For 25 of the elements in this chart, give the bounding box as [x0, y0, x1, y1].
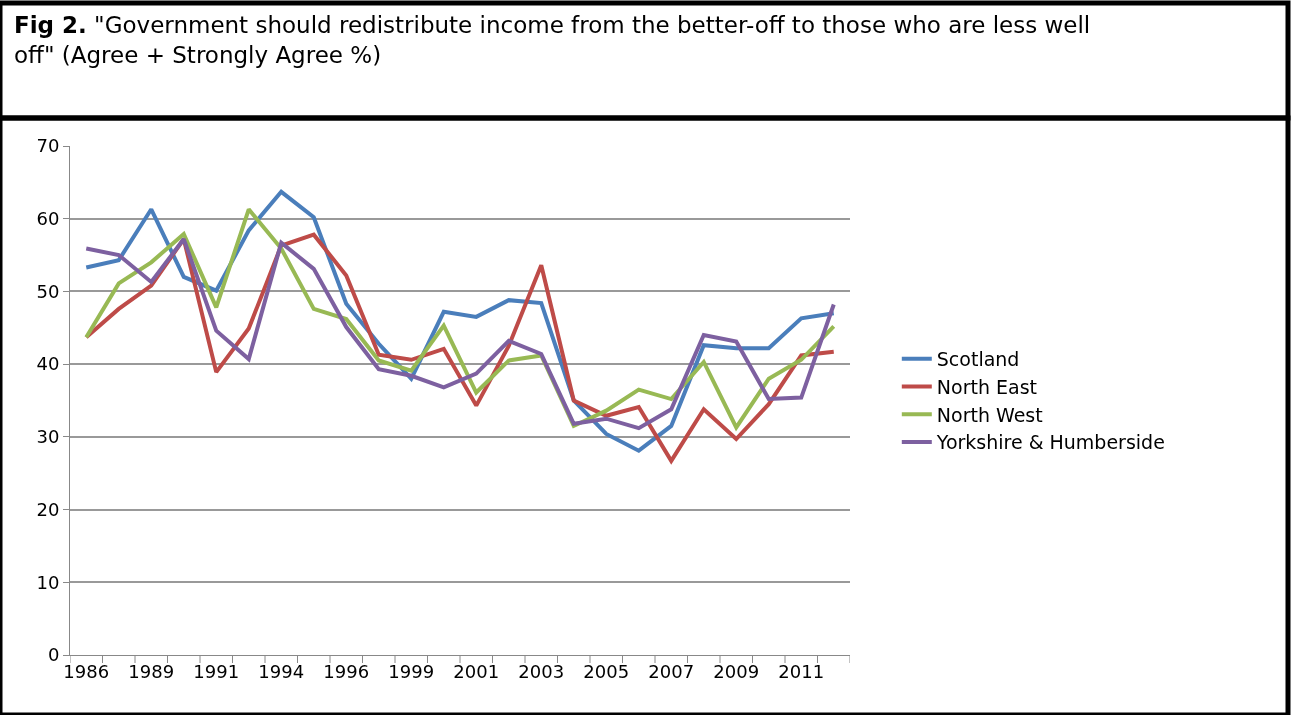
x-tick-label: 1996	[323, 660, 370, 682]
x-tick-label: 2003	[518, 660, 565, 682]
legend-label: North East	[936, 375, 1037, 398]
y-tick-label: 30	[36, 426, 60, 448]
y-tick-label: 70	[36, 135, 60, 157]
x-tick-label: 2009	[713, 660, 760, 682]
x-tick-label: 1986	[63, 660, 110, 682]
y-tick-label: 50	[36, 280, 60, 302]
x-tick-label: 1989	[128, 660, 175, 682]
y-tick-label: 0	[47, 644, 60, 666]
x-tick-label: 1991	[193, 660, 240, 682]
x-tick-label: 2001	[453, 660, 500, 682]
x-tick-label: 1999	[388, 660, 435, 682]
x-tick-label: 1994	[258, 660, 305, 682]
y-tick-label: 10	[36, 571, 60, 593]
chart-title: Fig 2.	[14, 12, 87, 38]
y-tick-label: 20	[36, 498, 60, 520]
x-tick-label: 2011	[778, 660, 825, 682]
legend-label: North West	[936, 403, 1043, 426]
x-tick-label: 2005	[583, 660, 630, 682]
x-tick-label: 2007	[648, 660, 695, 682]
y-tick-label: 40	[36, 353, 60, 375]
legend-label: Yorkshire & Humberside	[935, 431, 1165, 454]
y-tick-label: 60	[36, 208, 60, 230]
legend-label: Scotland	[936, 348, 1020, 371]
